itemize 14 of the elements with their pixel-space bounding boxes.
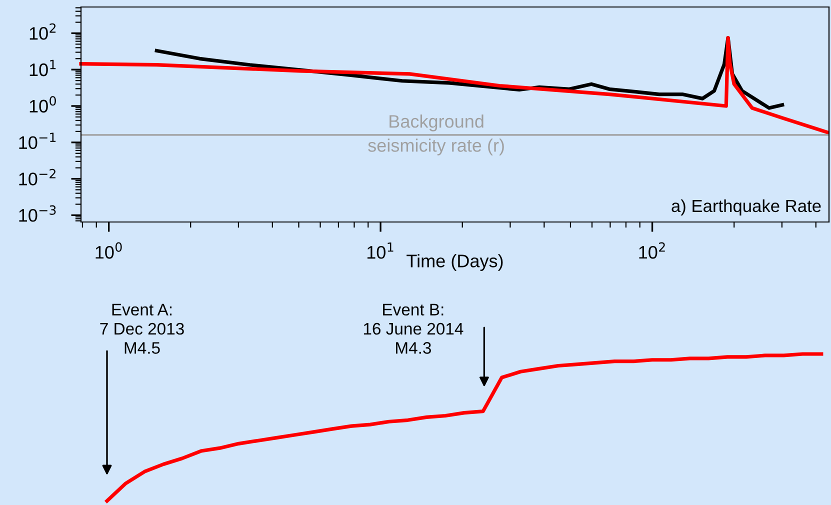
- x-tick-label: 10$^{0}$: [96, 242, 122, 259]
- y-tick-label: 10$^{−3}$: [19, 205, 56, 222]
- y-tick-label: 10$^{1}$: [30, 60, 56, 76]
- ref-line-label: Background seismicity rate (r): [368, 114, 504, 156]
- x-tick-label: 10$^{2}$: [639, 242, 665, 259]
- x-axis-title: Time (Days): [406, 254, 503, 271]
- y-tick-label: 10$^{−1}$: [19, 132, 56, 149]
- text: Event B: 16 June 2014 M4.3: [364, 304, 464, 354]
- text: a) Earthquake Rate: [672, 199, 821, 216]
- y-tick-label: 10$^{−2}$: [19, 168, 56, 186]
- text: Event A: 7 Dec 2013 M4.5: [100, 304, 184, 354]
- y-tick-label: 10$^{2}$: [30, 23, 56, 40]
- y-tick-label: 10$^{0}$: [30, 96, 56, 113]
- x-tick-label: 10$^{1}$: [367, 242, 394, 259]
